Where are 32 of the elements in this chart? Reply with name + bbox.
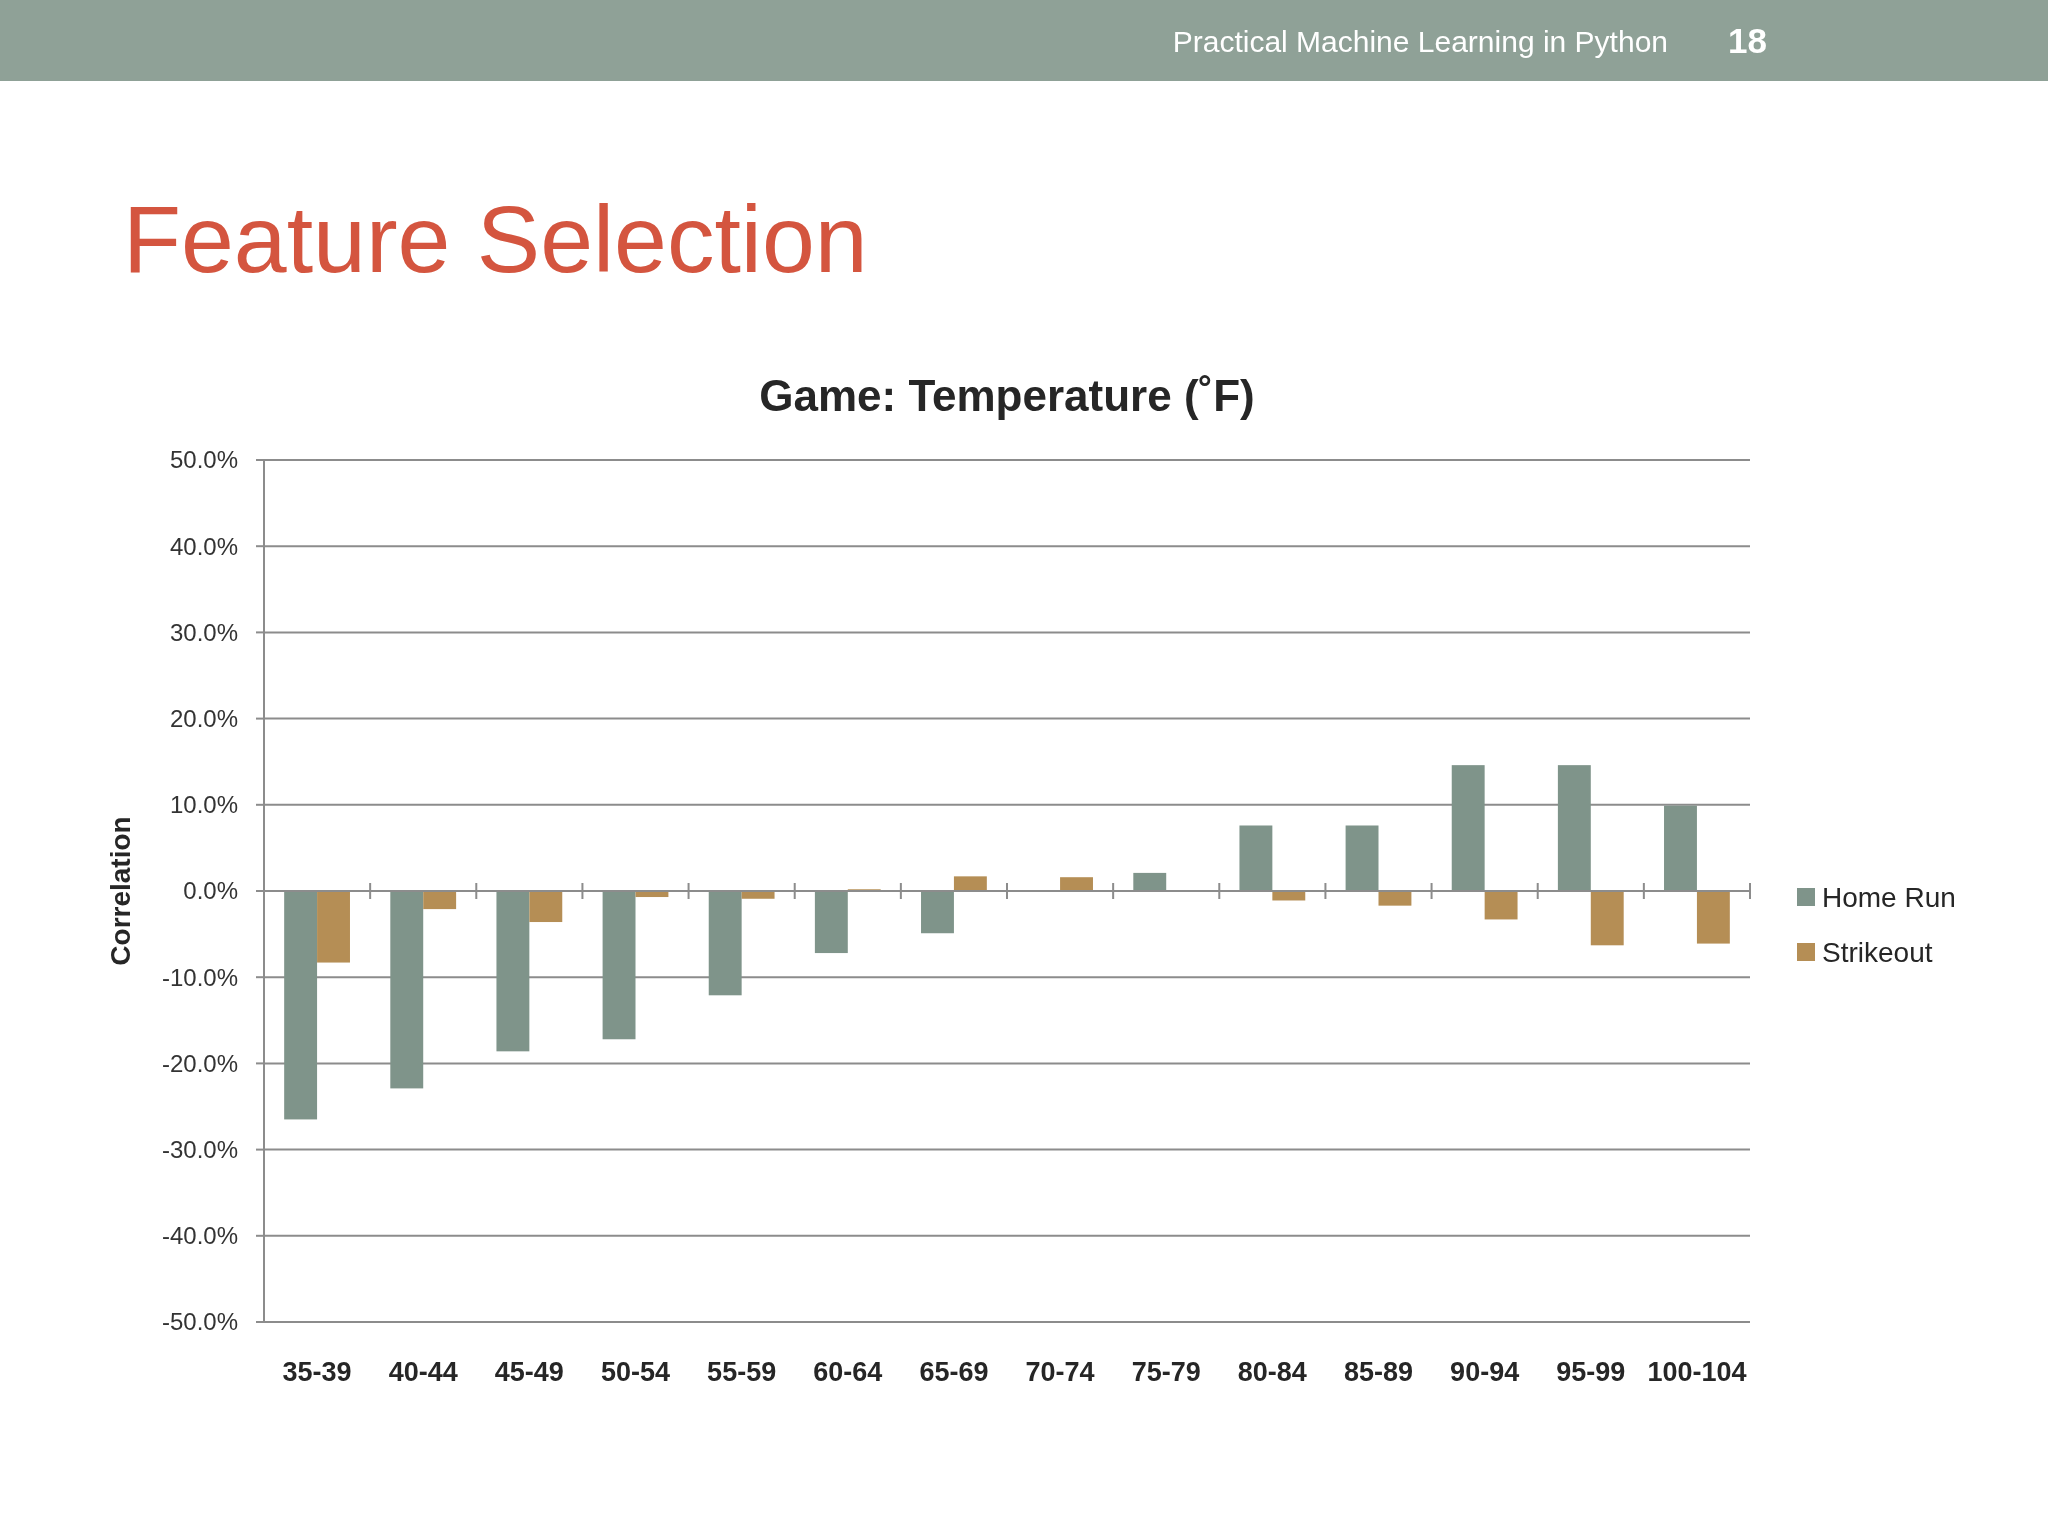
x-tick-label: 60-64 <box>813 1357 883 1387</box>
text: Practical Machine Learning in Python <box>1172 25 1668 58</box>
y-tick-label: 30.0% <box>169 618 238 646</box>
x-tick-label: 40-44 <box>388 1357 458 1387</box>
x-tick-label: 80-84 <box>1237 1357 1307 1387</box>
x-tick-label: 70-74 <box>1025 1357 1095 1387</box>
x-tick-label: 65-69 <box>919 1357 989 1387</box>
x-tick-label: 90-94 <box>1450 1357 1520 1387</box>
x-tick-label: 45-49 <box>494 1357 564 1387</box>
x-tick-label: 55-59 <box>707 1357 777 1387</box>
x-tick-label: 75-79 <box>1131 1357 1201 1387</box>
y-tick-label: -30.0% <box>161 1136 238 1163</box>
y-axis-title: Correlation <box>105 816 136 966</box>
y-tick-label: 50.0% <box>169 446 238 474</box>
x-tick-label: 50-54 <box>600 1357 671 1387</box>
x-tick-label: 85-89 <box>1343 1357 1414 1387</box>
x-tick-label: 35-39 <box>282 1357 352 1387</box>
y-tick-label: -40.0% <box>161 1222 238 1250</box>
x-tick-label: 95-99 <box>1556 1357 1626 1387</box>
x-tick-label: 100-104 <box>1647 1357 1747 1387</box>
legend-label: Home Run <box>1822 881 1956 913</box>
y-tick-label: 40.0% <box>169 532 238 560</box>
chart-title: Feature Selection <box>123 186 868 292</box>
chart-subtitle: Game: Temperature (˚F) <box>759 371 1255 420</box>
text: 18 <box>1728 21 1767 60</box>
y-tick-label: 20.0% <box>169 705 238 732</box>
y-tick-label: -50.0% <box>161 1308 238 1336</box>
legend-label: Strikeout <box>1822 936 1933 968</box>
y-tick-label: -10.0% <box>161 963 238 991</box>
y-tick-label: 10.0% <box>169 791 238 819</box>
y-tick-label: 0.0% <box>183 877 238 905</box>
y-tick-label: -20.0% <box>161 1049 238 1077</box>
